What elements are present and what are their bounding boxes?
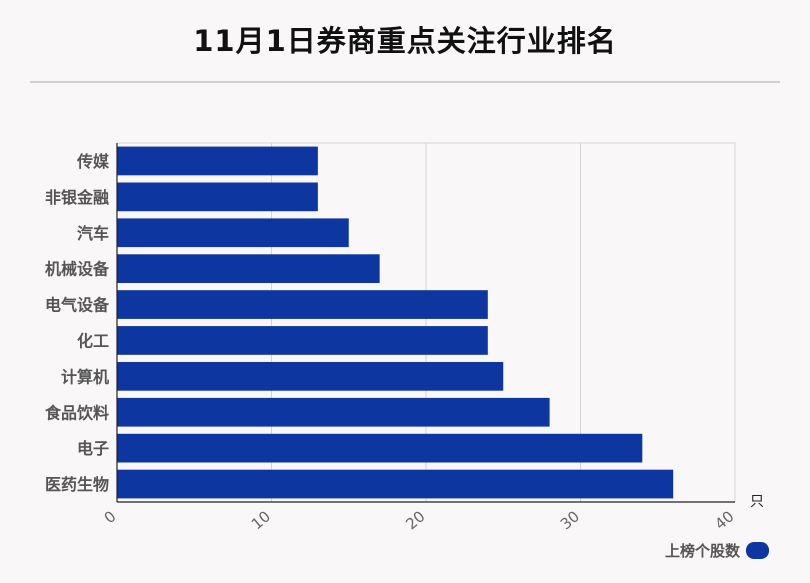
- legend-swatch: [746, 542, 769, 559]
- category-label-7: 食品饮料: [44, 403, 109, 422]
- legend-label: 上榜个股数: [664, 542, 740, 560]
- category-label-0: 传媒: [76, 152, 110, 171]
- bar-9: [117, 469, 674, 499]
- x-tick-label-0: 0: [101, 507, 120, 527]
- x-tick-label-3: 30: [557, 507, 583, 533]
- chart-title: 11月1日券商重点关注行业排名: [193, 24, 617, 58]
- category-label-4: 电气设备: [45, 296, 110, 315]
- bar-0: [117, 146, 318, 176]
- category-label-1: 非银金融: [45, 188, 109, 207]
- category-label-9: 医药生物: [45, 475, 109, 494]
- category-label-2: 汽车: [77, 224, 109, 243]
- x-axis-unit: 只: [750, 494, 764, 510]
- bar-8: [117, 433, 643, 463]
- category-label-3: 机械设备: [45, 260, 110, 279]
- bar-7: [117, 397, 550, 427]
- legend: 上榜个股数: [665, 540, 769, 561]
- bar-1: [117, 182, 318, 212]
- bar-4: [117, 290, 488, 319]
- bar-3: [117, 254, 380, 284]
- bar-5: [117, 326, 488, 355]
- category-label-6: 计算机: [61, 367, 109, 386]
- bar-6: [117, 361, 504, 391]
- category-label-8: 电子: [77, 439, 109, 458]
- x-tick-label-2: 20: [402, 507, 428, 533]
- category-label-5: 化工: [77, 331, 109, 350]
- bar-2: [117, 218, 349, 248]
- title-divider: [30, 81, 780, 83]
- x-tick-label-4: 40: [711, 507, 737, 533]
- x-tick-label-1: 10: [248, 507, 274, 533]
